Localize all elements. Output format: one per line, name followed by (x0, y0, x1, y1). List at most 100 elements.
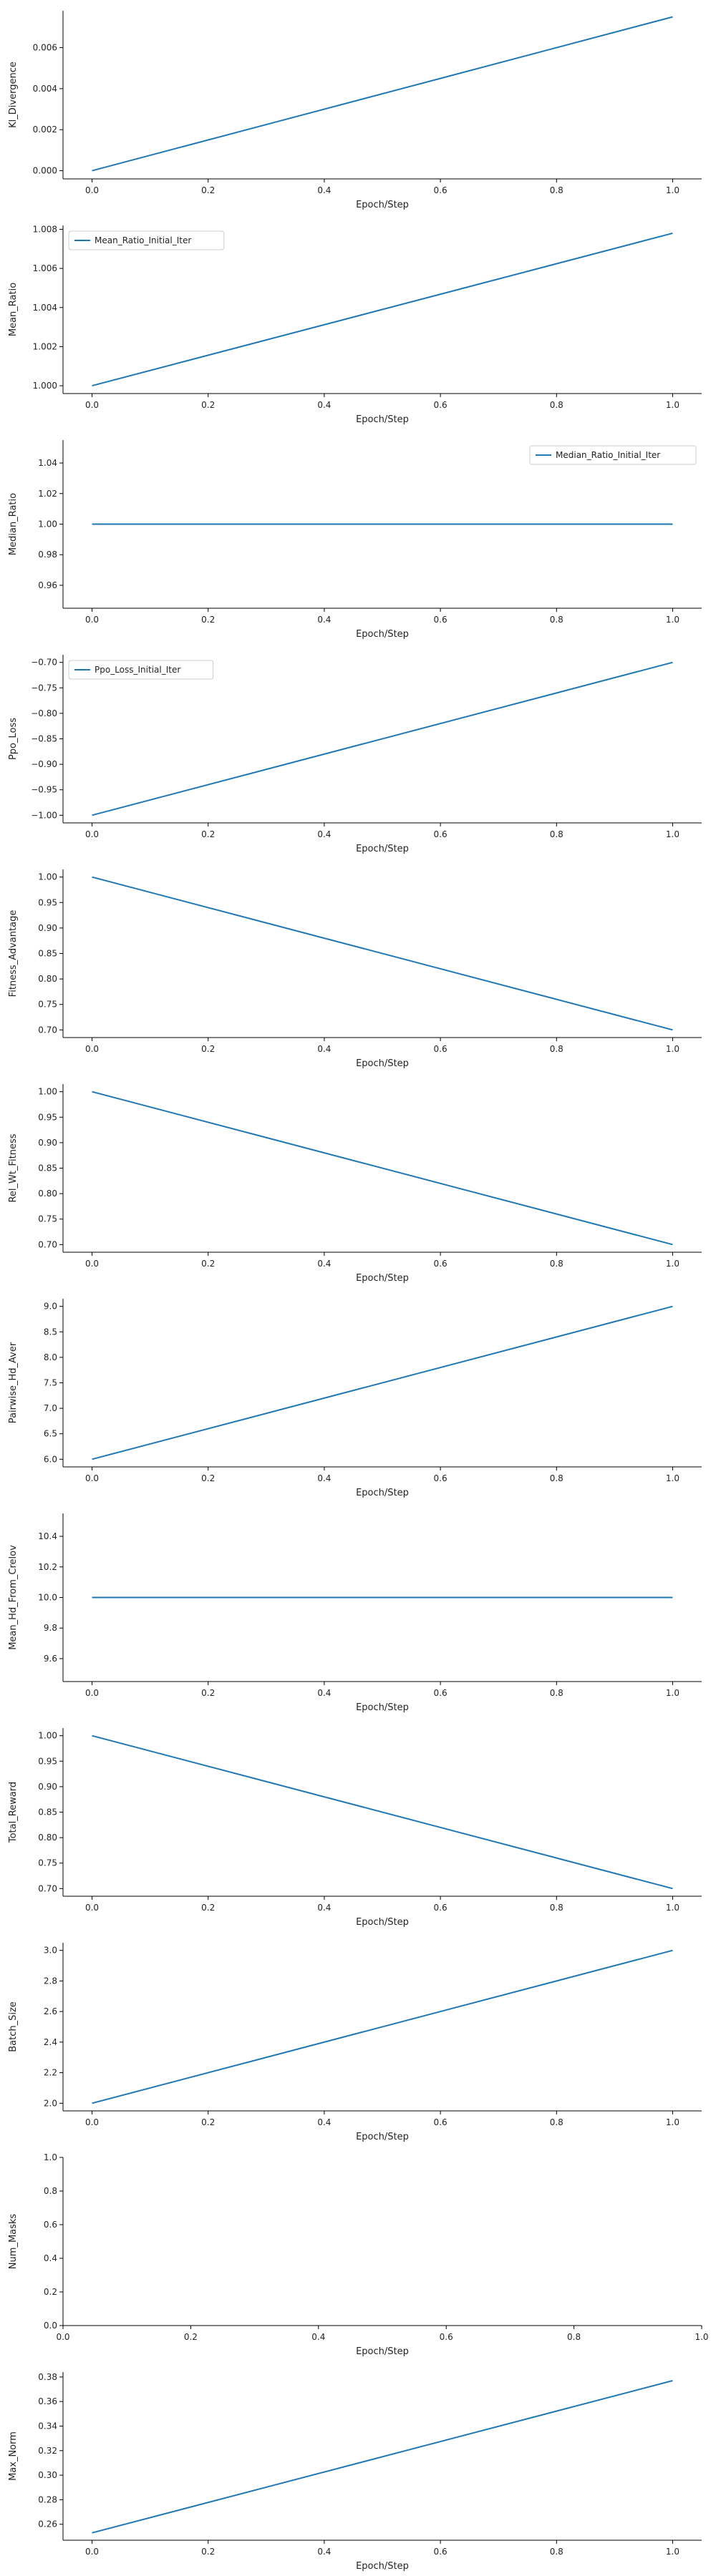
x-tick-label: 1.0 (666, 185, 679, 195)
y-axis-label: Rel_Wt_Fitness (8, 1133, 19, 1202)
series-line (92, 2380, 673, 2534)
legend-box (68, 660, 214, 680)
series-line (92, 1735, 673, 1890)
x-axis-label: Epoch/Step (356, 1488, 409, 1498)
x-tick-label: 0.4 (317, 1688, 331, 1698)
x-tick-label: 0.6 (440, 2332, 453, 2342)
y-tick-label: 1.00 (38, 1731, 57, 1741)
x-tick-label: 0.2 (201, 1044, 215, 1054)
legend-label: Mean_Ratio_Initial_Iter (95, 235, 191, 245)
x-tick-label: 0.8 (567, 2332, 581, 2342)
chart-panel: 0.0 0.2 0.4 0.6 0.8 1.0 0.70 0.75 0.80 0.85 0.90 0.… (8, 869, 702, 1069)
y-tick-label: 0.95 (38, 897, 57, 907)
y-tick-label: 9.8 (44, 1623, 57, 1633)
y-tick-label: −0.75 (31, 683, 57, 693)
x-axis-label: Epoch/Step (356, 629, 409, 640)
x-tick-label: 0.6 (434, 1473, 448, 1483)
chart-panel: 0.0 0.2 0.4 0.6 0.8 1.0 1.000 1.002 1.004 1.006 1.… (8, 224, 702, 425)
chart-panel: 0.0 0.2 0.4 0.6 0.8 1.0 6.0 6.5 7.0 7.5 8.0 8.5 9.0 E… (8, 1299, 702, 1498)
y-tick-label: 9.0 (44, 1302, 57, 1312)
y-tick-label: 0.30 (38, 2470, 57, 2480)
y-tick-label: 0.90 (38, 923, 57, 933)
x-axis-label: Epoch/Step (356, 200, 409, 210)
y-axis-label: Max_Norm (8, 2431, 19, 2481)
y-tick-label: −1.00 (31, 810, 57, 820)
y-tick-label: 0.85 (38, 1163, 57, 1174)
y-tick-label: 0.000 (33, 166, 57, 176)
x-tick-label: 0.2 (201, 2117, 215, 2127)
x-tick-label: 1.0 (666, 1044, 679, 1054)
y-tick-label: −0.90 (31, 759, 57, 769)
y-tick-label: 2.6 (44, 2006, 57, 2016)
x-tick-label: 0.8 (550, 400, 563, 410)
x-tick-label: 0.6 (434, 1044, 448, 1054)
x-tick-label: 0.4 (317, 2547, 331, 2557)
x-tick-label: 0.0 (85, 1903, 99, 1913)
x-tick-label: 0.2 (201, 400, 215, 410)
chart-panel: 0.0 0.2 0.4 0.6 0.8 1.0 0.000 0.002 0.004 0.006 Ep… (8, 11, 702, 210)
x-tick-label: 0.6 (434, 400, 448, 410)
x-tick-label: 0.2 (201, 615, 215, 625)
y-tick-label: 0.70 (38, 1239, 57, 1249)
y-tick-label: 0.28 (38, 2494, 57, 2504)
series-line (92, 661, 673, 816)
x-tick-label: 0.8 (550, 829, 563, 839)
y-axis-label: Total_Reward (8, 1782, 19, 1843)
x-tick-label: 0.4 (317, 1044, 331, 1054)
y-tick-label: 1.00 (38, 519, 57, 530)
y-tick-label: 6.5 (44, 1429, 57, 1439)
x-tick-label: 0.4 (317, 1259, 331, 1269)
x-tick-label: 0.8 (550, 2117, 563, 2127)
chart-panel: 0.0 0.2 0.4 0.6 0.8 1.0 9.6 9.8 10.0 10.2 10.4 Epoc… (8, 1513, 702, 1713)
x-tick-label: 1.0 (666, 2117, 679, 2127)
x-tick-label: 0.4 (317, 185, 331, 195)
x-tick-label: 0.0 (85, 1688, 99, 1698)
y-axis-label: Batch_Size (8, 2001, 19, 2052)
y-tick-label: 2.8 (44, 1976, 57, 1986)
y-tick-label: 0.26 (38, 2519, 57, 2529)
legend-label: Ppo_Loss_Initial_Iter (95, 665, 180, 675)
legend-box (529, 445, 697, 465)
y-axis-label: Mean_Hd_From_Crelov (8, 1545, 19, 1650)
y-tick-label: 0.2 (44, 2287, 57, 2297)
y-tick-label: 0.96 (38, 580, 57, 590)
x-tick-label: 1.0 (666, 615, 679, 625)
chart-panel: 0.0 0.2 0.4 0.6 0.8 1.0 2.0 2.2 2.4 2.6 2.8 3.0 Epoc… (8, 1943, 702, 2142)
y-tick-label: −0.80 (31, 708, 57, 718)
y-axis-label: Kl_Divergence (8, 62, 19, 128)
y-axis-label: Num_Masks (8, 2214, 19, 2270)
x-tick-label: 0.4 (317, 829, 331, 839)
y-tick-label: 0.80 (38, 1833, 57, 1843)
y-tick-label: 0.32 (38, 2446, 57, 2456)
x-axis-label: Epoch/Step (356, 2132, 409, 2142)
x-tick-label: 0.6 (434, 185, 448, 195)
x-tick-label: 0.6 (434, 829, 448, 839)
y-tick-label: 3.0 (44, 1946, 57, 1956)
y-tick-label: 1.02 (38, 489, 57, 499)
y-tick-label: 0.85 (38, 949, 57, 959)
y-tick-label: 1.04 (38, 458, 57, 468)
x-tick-label: 0.8 (550, 1259, 563, 1269)
y-tick-label: 0.85 (38, 1807, 57, 1818)
y-tick-label: 1.004 (33, 303, 57, 313)
y-tick-label: 2.4 (44, 2037, 57, 2047)
y-tick-label: 0.90 (38, 1138, 57, 1148)
y-tick-label: −0.85 (31, 734, 57, 744)
x-tick-label: 0.0 (85, 829, 99, 839)
x-tick-label: 0.8 (550, 1473, 563, 1483)
x-tick-label: 0.4 (317, 1903, 331, 1913)
y-tick-label: 0.6 (44, 2220, 57, 2230)
x-tick-label: 0.0 (85, 2547, 99, 2557)
x-tick-label: 0.6 (434, 1903, 448, 1913)
legend: Ppo_Loss_Initial_Iter (68, 660, 214, 680)
x-tick-label: 0.2 (201, 185, 215, 195)
y-tick-label: 0.70 (38, 1025, 57, 1035)
y-tick-label: 0.70 (38, 1883, 57, 1893)
x-tick-label: 0.6 (434, 2547, 448, 2557)
x-tick-label: 0.2 (201, 1473, 215, 1483)
chart-panel: 0.0 0.2 0.4 0.6 0.8 1.0 0.70 0.75 0.80 0.85 0.90 0.… (8, 1084, 702, 1284)
x-tick-label: 0.8 (550, 1688, 563, 1698)
y-axis-label: Median_Ratio (8, 493, 19, 555)
x-tick-label: 1.0 (666, 1473, 679, 1483)
y-tick-label: 0.002 (33, 125, 57, 135)
